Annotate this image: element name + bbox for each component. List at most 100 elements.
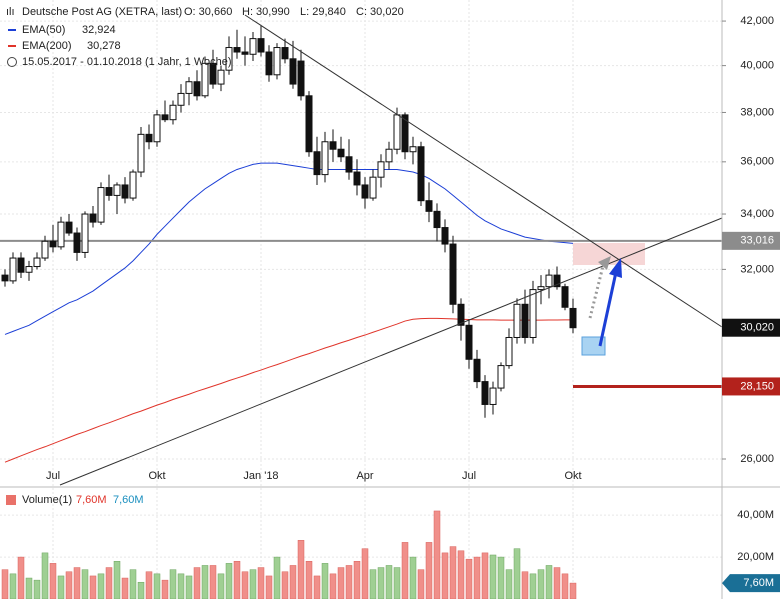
price-label: 33,016 <box>722 231 780 250</box>
candle-body <box>369 176 377 199</box>
volume-bar <box>1 569 9 599</box>
volume-bar <box>9 573 17 599</box>
volume-bar <box>497 556 505 599</box>
legend-label: EMA(50) <box>22 24 65 36</box>
candle-body <box>361 184 369 199</box>
volume-bar <box>137 581 145 599</box>
volume-bar <box>313 575 321 599</box>
candle-body <box>113 184 121 196</box>
candle-body <box>81 213 89 253</box>
trendline-down <box>244 14 723 328</box>
volume-bar <box>521 571 529 599</box>
volume-bar <box>249 569 257 599</box>
candle-body <box>41 240 49 259</box>
volume-bar <box>41 552 49 599</box>
candle-body <box>185 81 193 94</box>
y-tick-label: 36,000 <box>740 156 774 168</box>
volume-bar <box>513 548 521 599</box>
volume-bar <box>457 550 465 599</box>
volume-bar <box>17 556 25 599</box>
volume-bar <box>281 571 289 599</box>
volume-bar <box>289 565 297 599</box>
volume-bar <box>553 567 561 599</box>
x-tick-label: Jan '18 <box>243 470 278 482</box>
candle-body <box>177 92 185 106</box>
volume-bar <box>97 573 105 599</box>
candle-body <box>305 95 313 153</box>
y-tick-label: 40,00M <box>737 509 774 521</box>
candle-body <box>313 151 321 176</box>
volume-bar <box>449 546 457 599</box>
ema-line <box>4 317 573 463</box>
price-label-text: 33,016 <box>740 235 774 247</box>
candle-body <box>569 307 577 329</box>
volume-bar <box>177 573 185 599</box>
icon: ılı <box>6 6 15 18</box>
candle-body <box>105 187 113 196</box>
volume-bar <box>49 563 57 599</box>
price-label-box <box>722 318 780 337</box>
price-label-text: 28,150 <box>740 380 774 392</box>
candle-body <box>433 210 441 229</box>
volume-bar <box>505 569 513 599</box>
y-tick-label: 40,000 <box>740 60 774 72</box>
candle-body <box>233 47 241 53</box>
candle-body <box>377 161 385 178</box>
volume-bar <box>145 571 153 599</box>
volume-value: 7,60M <box>113 494 144 506</box>
ohlc-close: C: 30,020 <box>356 6 404 18</box>
candle-body <box>513 303 521 338</box>
x-tick-label: Okt <box>564 470 581 482</box>
volume-bar <box>217 573 225 599</box>
volume-bar <box>441 552 449 599</box>
volume-bar <box>153 573 161 599</box>
candle-body <box>449 243 457 305</box>
legend-label: EMA(200) <box>22 40 72 52</box>
volume-bar <box>193 567 201 599</box>
x-tick-label: Jul <box>462 470 476 482</box>
price-label: 28,150 <box>722 377 780 396</box>
candle-body <box>209 62 217 85</box>
plot-area <box>0 25 722 599</box>
target-zone <box>573 243 645 265</box>
volume-bar <box>209 565 217 599</box>
candle-body <box>337 148 345 158</box>
volume-bar <box>337 567 345 599</box>
volume-bar <box>33 579 41 599</box>
chart-title: Deutsche Post AG (XETRA, last) <box>22 6 182 18</box>
arrow-head <box>598 256 611 270</box>
candle-body <box>17 257 25 273</box>
candle-body <box>521 303 529 338</box>
volume-bar <box>65 571 73 599</box>
volume-icon <box>6 495 16 505</box>
volume-bar <box>401 542 409 599</box>
legend-value: 30,278 <box>87 40 121 52</box>
legend: ılı Deutsche Post AG (XETRA, last) O: 30… <box>6 6 404 506</box>
volume-bar <box>417 569 425 599</box>
volume-bar <box>297 540 305 599</box>
candle-body <box>193 81 201 97</box>
candle-body <box>481 381 489 405</box>
candle-body <box>441 227 449 245</box>
volume-bar <box>433 510 441 599</box>
ohlc-open: O: 30,660 <box>184 6 232 18</box>
candle-body <box>345 156 353 173</box>
candle-body <box>465 324 473 360</box>
candle-body <box>57 221 65 248</box>
candle-body <box>401 114 409 153</box>
volume-bar <box>425 542 433 599</box>
volume-bar <box>473 556 481 599</box>
candle-body <box>217 69 225 85</box>
grid <box>0 0 722 599</box>
candle-body <box>489 387 497 405</box>
x-tick-label: Apr <box>356 470 373 482</box>
volume-bar <box>105 567 113 599</box>
price-label-box <box>722 231 780 250</box>
volume-bar <box>257 567 265 599</box>
volume-bar <box>129 569 137 599</box>
volume-bar <box>169 569 177 599</box>
volume-bar <box>345 565 353 599</box>
candle-body <box>353 171 361 186</box>
volume-bar <box>89 575 97 599</box>
